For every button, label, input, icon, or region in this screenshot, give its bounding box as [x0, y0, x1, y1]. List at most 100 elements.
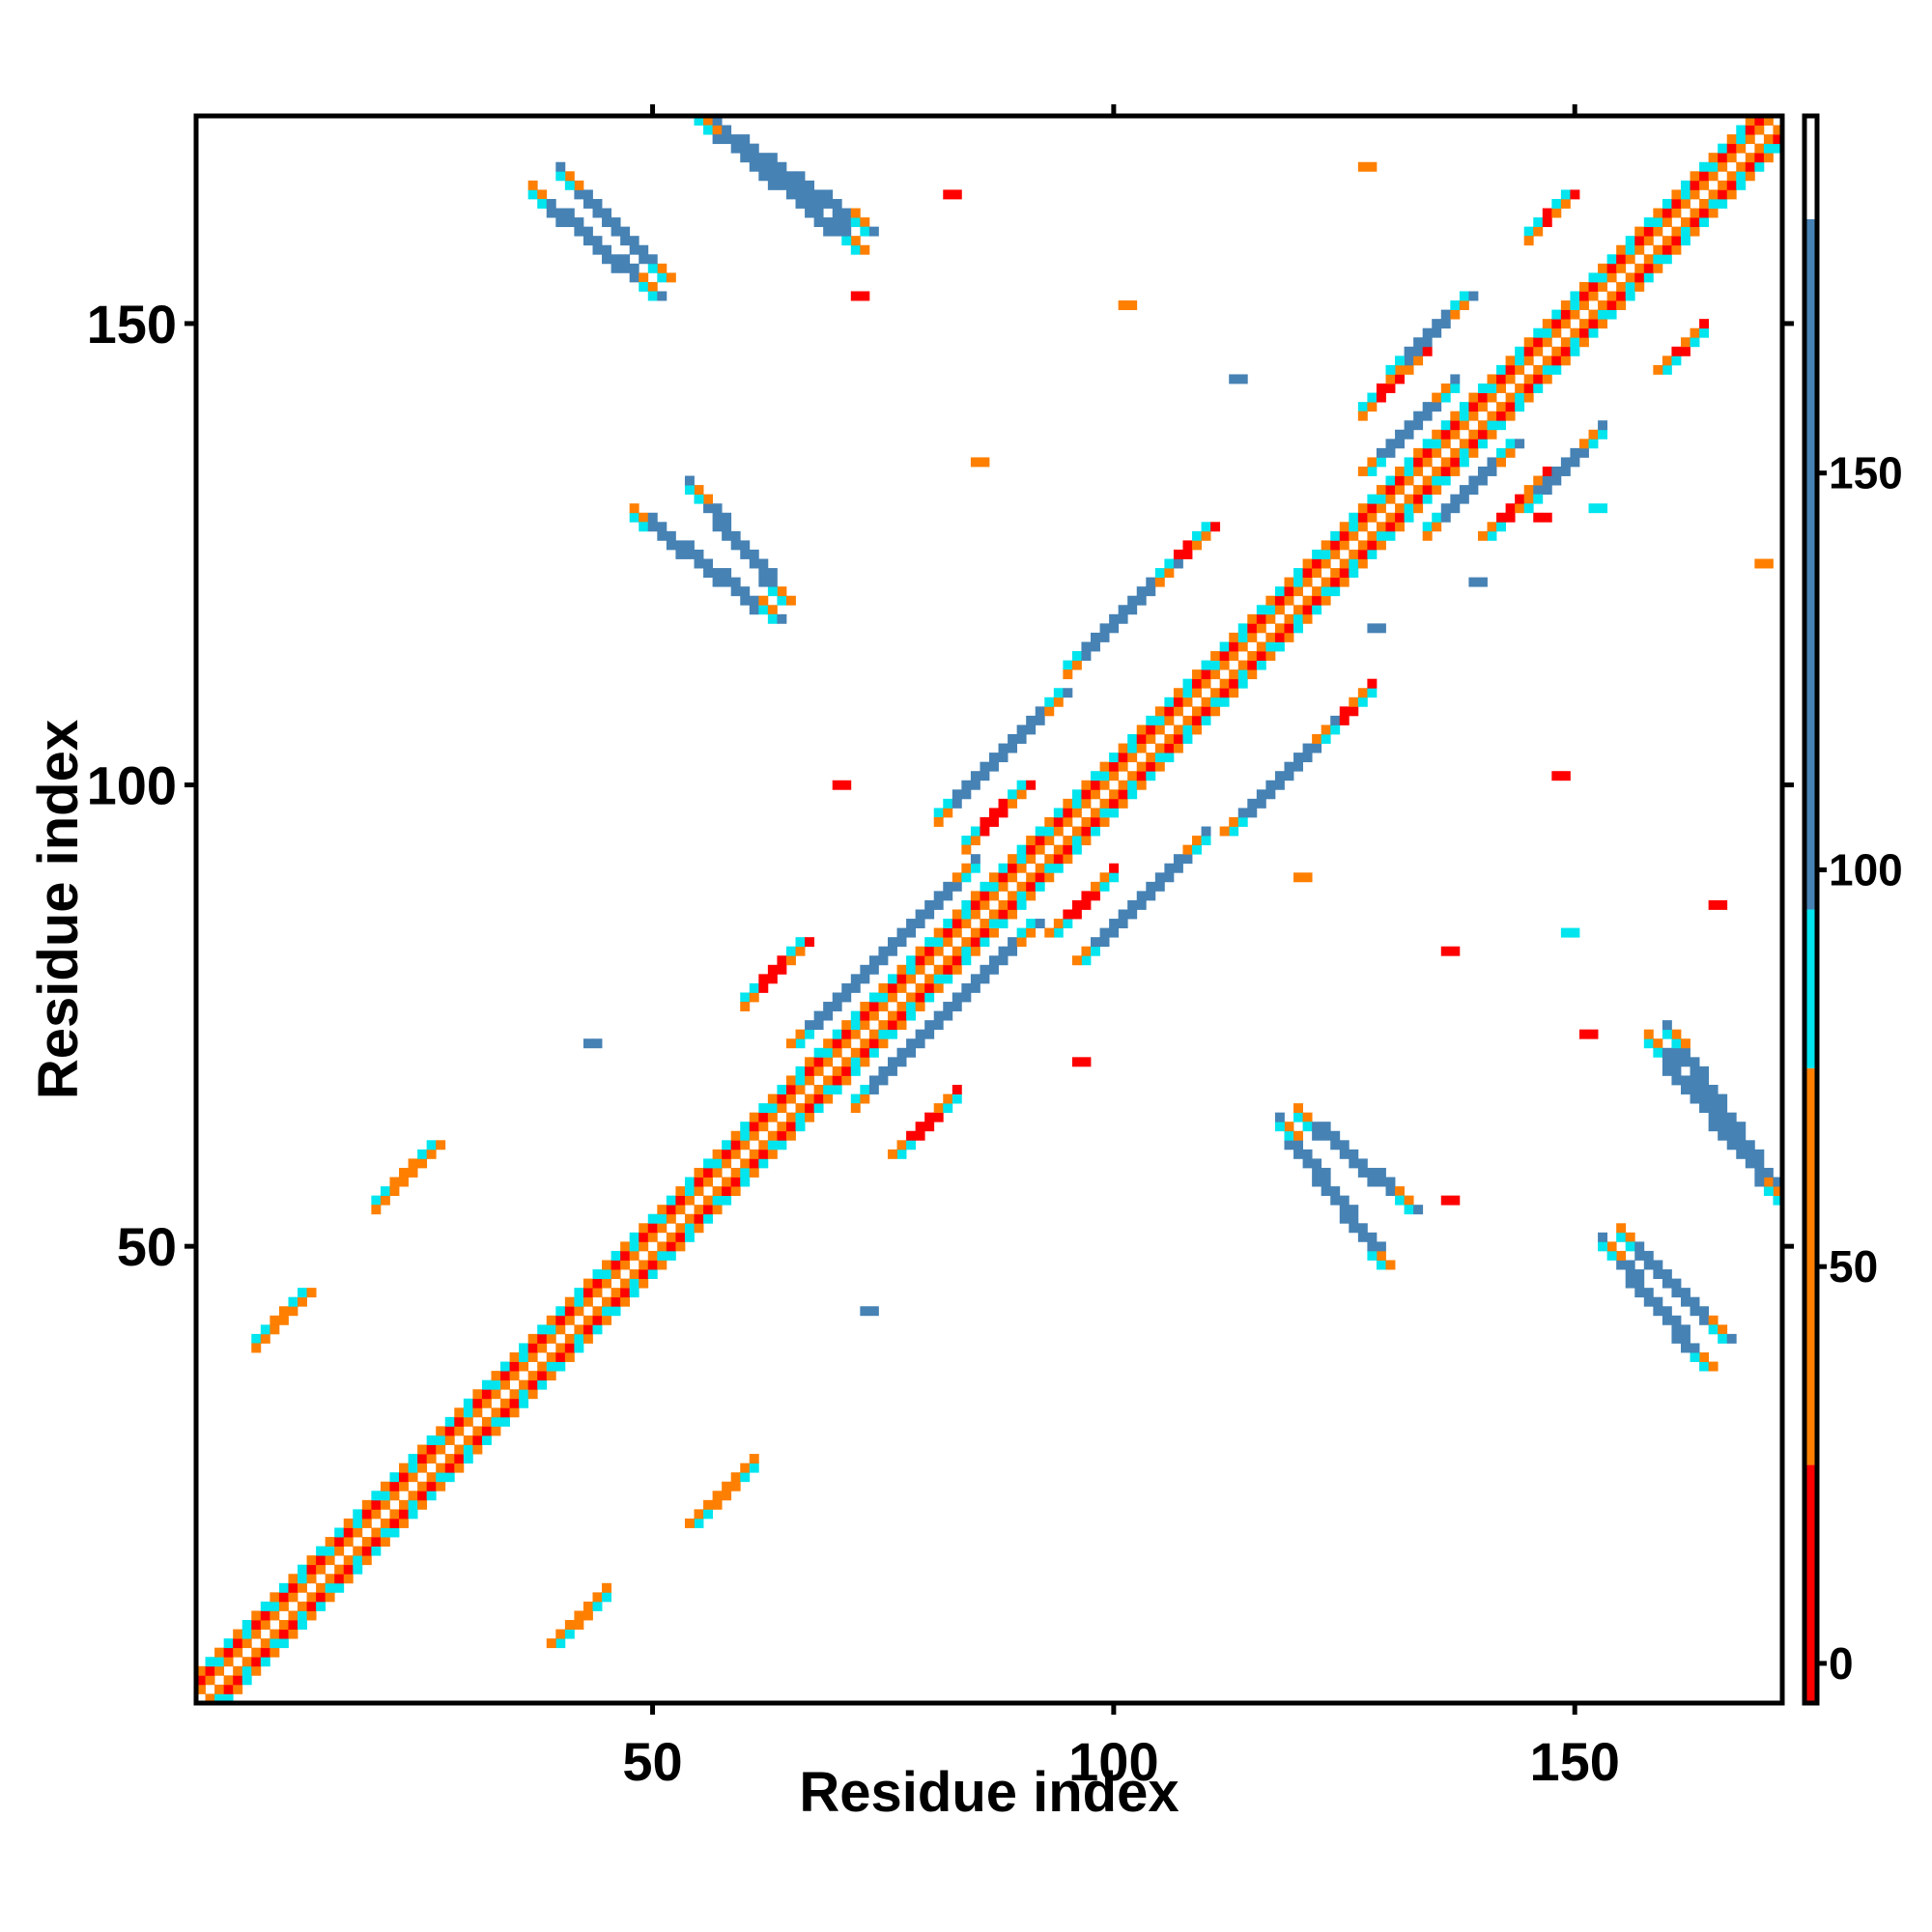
heatmap-cell: [1182, 854, 1193, 865]
heatmap-cell: [1413, 420, 1424, 431]
heatmap-cell: [1726, 1112, 1737, 1122]
heatmap-cell: [722, 1195, 732, 1206]
heatmap-cell: [1496, 364, 1507, 375]
heatmap-cell: [1376, 447, 1386, 458]
heatmap-cell: [767, 974, 778, 984]
heatmap-cell: [1293, 753, 1303, 763]
heatmap-cell: [1625, 236, 1635, 246]
heatmap-cell: [574, 226, 584, 237]
heatmap-cell: [703, 1158, 714, 1169]
heatmap-cell: [970, 982, 980, 993]
heatmap-cell: [1071, 955, 1082, 966]
heatmap-cell: [1726, 180, 1737, 190]
heatmap-cell: [1523, 485, 1534, 496]
heatmap-cell: [1422, 447, 1433, 458]
heatmap-cell: [1136, 891, 1147, 901]
heatmap-cell: [1653, 208, 1663, 218]
heatmap-cell: [1653, 244, 1663, 255]
heatmap-cell: [574, 217, 584, 228]
heatmap-cell: [1376, 494, 1386, 504]
heatmap-cell: [795, 1029, 806, 1039]
heatmap-cell: [1071, 836, 1082, 846]
heatmap-cell: [1302, 558, 1313, 569]
heatmap-cell: [850, 1047, 861, 1058]
heatmap-cell: [1357, 161, 1368, 172]
heatmap-cell: [1395, 503, 1405, 514]
heatmap-cell: [1699, 1075, 1710, 1086]
heatmap-cell: [712, 1149, 723, 1159]
heatmap-cell: [1551, 355, 1562, 366]
heatmap-cell: [805, 180, 815, 190]
heatmap-cell: [1662, 364, 1672, 375]
heatmap-cell: [582, 1288, 593, 1298]
heatmap-cell: [722, 1481, 732, 1492]
heatmap-cell: [260, 1638, 270, 1649]
heatmap-cell: [1367, 1177, 1378, 1187]
heatmap-cell: [785, 955, 796, 966]
heatmap-cell: [1099, 808, 1110, 818]
heatmap-cell: [998, 863, 1009, 873]
heatmap-cell: [602, 1278, 611, 1289]
heatmap-cell: [1487, 429, 1497, 440]
heatmap-cell: [805, 189, 815, 200]
heatmap-cell: [943, 881, 953, 892]
heatmap-cell: [1671, 1047, 1682, 1058]
heatmap-cell: [223, 1675, 234, 1686]
heatmap-cell: [749, 143, 759, 154]
colorbar-tick-label: 50: [1829, 1241, 1878, 1292]
heatmap-cell: [1450, 503, 1461, 514]
heatmap-cell: [952, 789, 962, 800]
heatmap-cell: [1763, 558, 1774, 569]
heatmap-cell: [1182, 678, 1193, 689]
heatmap-cell: [675, 1205, 686, 1215]
heatmap-cell: [961, 955, 972, 966]
heatmap-cell: [371, 1491, 382, 1501]
heatmap-cell: [564, 1315, 575, 1325]
heatmap-cell: [1551, 327, 1562, 338]
heatmap-cell: [1173, 863, 1183, 873]
heatmap-cell: [472, 1398, 483, 1408]
heatmap-cell: [749, 161, 759, 172]
heatmap-cell: [602, 1296, 611, 1307]
colorbar-band: [1804, 1067, 1817, 1465]
heatmap-cell: [417, 1491, 428, 1501]
heatmap-cell: [980, 826, 990, 837]
heatmap-cell: [970, 891, 980, 901]
heatmap-cell: [1339, 577, 1350, 587]
heatmap-cell: [1265, 780, 1276, 790]
heatmap-cell: [1357, 402, 1368, 412]
heatmap-cell: [1708, 189, 1719, 200]
heatmap-cell: [1026, 724, 1037, 735]
heatmap-cell: [1164, 558, 1175, 569]
heatmap-cell: [1551, 346, 1562, 356]
heatmap-cell: [740, 1177, 751, 1187]
heatmap-cell: [684, 549, 695, 559]
heatmap-cell: [1229, 641, 1239, 652]
heatmap-cell: [371, 1205, 382, 1215]
heatmap-cell: [980, 761, 990, 772]
heatmap-cell: [758, 1158, 769, 1169]
heatmap-cell: [805, 208, 815, 218]
heatmap-cell: [1634, 1278, 1645, 1289]
heatmap-cell: [1063, 669, 1073, 680]
heatmap-cell: [887, 974, 897, 984]
heatmap-cell: [675, 1186, 686, 1197]
heatmap-cell: [1643, 1029, 1654, 1039]
heatmap-cell: [1035, 836, 1045, 846]
heatmap-cell: [316, 1582, 327, 1593]
heatmap-cell: [777, 1122, 787, 1132]
heatmap-cell: [868, 226, 879, 237]
heatmap-cell: [795, 1103, 806, 1114]
heatmap-cell: [749, 982, 759, 993]
heatmap-cell: [989, 909, 999, 920]
heatmap-cell: [260, 1333, 270, 1344]
heatmap-cell: [1026, 854, 1037, 865]
heatmap-cell: [343, 1574, 354, 1584]
heatmap-cell: [1071, 844, 1082, 855]
heatmap-cell: [620, 263, 631, 273]
heatmap-cell: [519, 1389, 529, 1400]
heatmap-cell: [1662, 1315, 1672, 1325]
heatmap-cell: [260, 1610, 270, 1621]
heatmap-cell: [1578, 281, 1589, 292]
heatmap-cell: [924, 1112, 935, 1122]
